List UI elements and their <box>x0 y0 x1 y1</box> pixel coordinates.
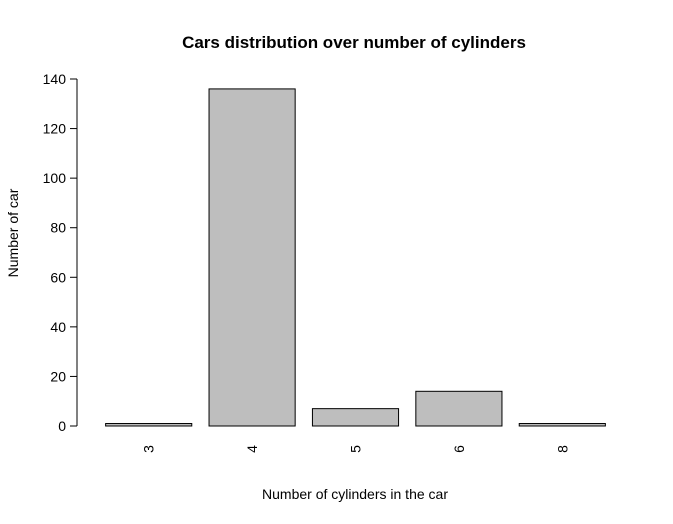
bar <box>415 390 503 427</box>
x-tick-label: 5 <box>348 445 364 453</box>
y-tick-label: 60 <box>50 269 66 285</box>
bar <box>105 423 193 427</box>
x-tick-label: 4 <box>244 445 260 453</box>
bar <box>311 408 400 427</box>
x-axis-label: Number of cylinders in the car <box>262 486 448 502</box>
x-tick-label: 8 <box>554 445 570 453</box>
chart-title: Cars distribution over number of cylinde… <box>182 33 526 52</box>
y-tick-label: 80 <box>50 220 66 236</box>
x-axis-tick-labels: 3 4 5 6 8 <box>141 445 571 453</box>
bars-group <box>105 88 606 427</box>
x-tick-label: 6 <box>451 445 467 453</box>
y-tick-label: 140 <box>43 71 67 87</box>
y-tick-label: 20 <box>50 368 66 384</box>
bar <box>518 423 606 427</box>
y-axis: 0 20 40 60 80 100 120 140 <box>43 71 78 434</box>
y-tick-label: 120 <box>43 121 67 137</box>
y-tick-label: 40 <box>50 319 66 335</box>
x-tick-label: 3 <box>141 445 157 453</box>
y-tick-label: 0 <box>58 418 66 434</box>
y-tick-label: 100 <box>43 170 67 186</box>
bar <box>208 88 296 427</box>
y-axis-label: Number of car <box>5 188 21 277</box>
